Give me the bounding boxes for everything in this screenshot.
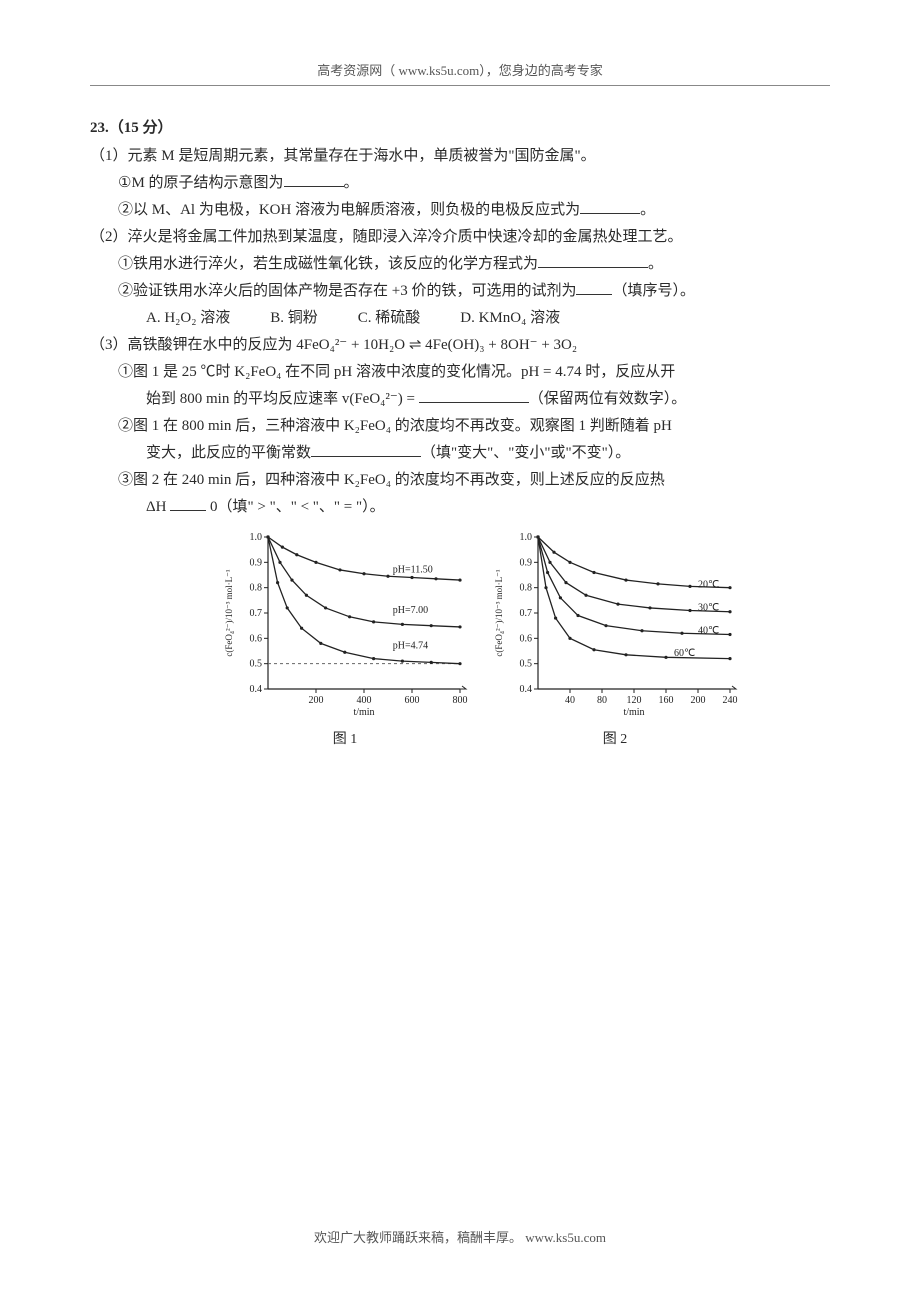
svg-text:0.8: 0.8 (250, 583, 263, 594)
svg-text:c(FeO₄²⁻)/10⁻³ mol·L⁻¹: c(FeO₄²⁻)/10⁻³ mol·L⁻¹ (224, 569, 234, 657)
svg-text:80: 80 (597, 695, 607, 706)
blank (284, 172, 344, 187)
svg-text:0.6: 0.6 (250, 633, 263, 644)
svg-text:pH=11.50: pH=11.50 (393, 564, 433, 575)
svg-text:0.7: 0.7 (520, 608, 533, 619)
chart2-block: 0.4 0.5 0.6 0.7 0.8 0.9 1.0 40 80 120 160 200 240 t/m… (490, 529, 740, 748)
blank (311, 442, 421, 457)
option-a: A. H₂O₂ 溶液 (146, 305, 230, 332)
option-d: D. KMnO₄ 溶液 (460, 305, 560, 332)
part3-sub1-line2: 始到 800 min 的平均反应速率 v(FeO₄²⁻) = （保留两位有效数字… (146, 386, 830, 413)
svg-text:0.6: 0.6 (520, 633, 533, 644)
svg-text:120: 120 (627, 695, 642, 706)
part3-sub3-line1: ③图 2 在 240 min 后，四种溶液中 K₂FeO₄ 的浓度均不再改变，则… (146, 467, 830, 494)
svg-text:t/min: t/min (353, 707, 374, 718)
svg-text:20℃: 20℃ (698, 580, 719, 591)
part3-sub2-line1: ②图 1 在 800 min 后，三种溶液中 K₂FeO₄ 的浓度均不再改变。观… (146, 413, 830, 440)
part2-sub2-text: ②验证铁用水淬火后的固体产物是否存在 +3 价的铁，可选用的试剂为 (118, 283, 576, 299)
page-header: 高考资源网（ www.ks5u.com），您身边的高考专家 (90, 60, 830, 79)
blank (580, 199, 640, 214)
svg-text:200: 200 (691, 695, 706, 706)
blank (419, 388, 529, 403)
part2-sub1-text: ①铁用水进行淬火，若生成磁性氧化铁，该反应的化学方程式为 (118, 256, 538, 272)
svg-text:1.0: 1.0 (520, 532, 533, 543)
svg-text:600: 600 (405, 695, 420, 706)
part3-sub2-tail: （填"变大"、"变小"或"不变"）。 (421, 445, 630, 461)
part3-sub3-tail: 0（填" > "、" < "、" = "）。 (206, 499, 384, 515)
svg-text:0.4: 0.4 (250, 684, 263, 695)
chart1-caption: 图 1 (220, 728, 470, 748)
option-c: C. 稀硫酸 (358, 305, 421, 332)
header-rule (90, 85, 830, 86)
svg-text:1.0: 1.0 (250, 532, 263, 543)
part3-sub1-tail: （保留两位有效数字）。 (529, 391, 687, 407)
page-footer: 欢迎广大教师踊跃来稿，稿酬丰厚。 www.ks5u.com (0, 1227, 920, 1246)
part3-sub2-line2: 变大，此反应的平衡常数 （填"变大"、"变小"或"不变"）。 (146, 440, 830, 467)
svg-text:0.9: 0.9 (250, 557, 263, 568)
svg-text:0.9: 0.9 (520, 557, 533, 568)
svg-text:pH=7.00: pH=7.00 (393, 605, 428, 616)
svg-text:0.8: 0.8 (520, 583, 533, 594)
chart2-svg: 0.4 0.5 0.6 0.7 0.8 0.9 1.0 40 80 120 160 200 240 t/m… (490, 529, 740, 719)
part3: （3）高铁酸钾在水中的反应为 4FeO₄²⁻ + 10H₂O ⇌ 4Fe(OH)… (118, 332, 830, 359)
part3-sub3-text: ΔH (146, 499, 170, 515)
svg-text:40: 40 (565, 695, 575, 706)
blank (170, 496, 206, 511)
chart1-block: 0.4 0.5 0.6 0.7 0.8 0.9 1.0 200 400 600 800 t/min c(… (220, 529, 470, 748)
part3-sub1-line1: ①图 1 是 25 ℃时 K₂FeO₄ 在不同 pH 溶液中浓度的变化情况。pH… (146, 359, 830, 386)
blank (576, 280, 612, 295)
part3-sub3-line2: ΔH 0（填" > "、" < "、" = "）。 (146, 494, 830, 521)
chart1-svg: 0.4 0.5 0.6 0.7 0.8 0.9 1.0 200 400 600 800 t/min c(… (220, 529, 470, 719)
part1-sub2: ②以 M、Al 为电极，KOH 溶液为电解质溶液，则负极的电极反应式为。 (146, 197, 830, 224)
svg-text:40℃: 40℃ (698, 625, 719, 636)
svg-text:c(FeO₄²⁻)/10⁻³ mol·L⁻¹: c(FeO₄²⁻)/10⁻³ mol·L⁻¹ (494, 569, 504, 657)
svg-text:t/min: t/min (623, 707, 644, 718)
part1-sub1-text: ①M 的原子结构示意图为 (118, 175, 284, 191)
blank (538, 253, 648, 268)
part3-sub1-text: 始到 800 min 的平均反应速率 v(FeO₄²⁻) = (146, 391, 419, 407)
svg-text:160: 160 (659, 695, 674, 706)
svg-text:200: 200 (309, 695, 324, 706)
part1-sub1: ①M 的原子结构示意图为。 (146, 170, 830, 197)
svg-text:240: 240 (723, 695, 738, 706)
svg-text:pH=4.74: pH=4.74 (393, 640, 428, 651)
svg-text:0.7: 0.7 (250, 608, 263, 619)
part1: （1）元素 M 是短周期元素，其常量存在于海水中，单质被誉为"国防金属"。 (118, 143, 830, 170)
svg-text:400: 400 (357, 695, 372, 706)
charts-row: 0.4 0.5 0.6 0.7 0.8 0.9 1.0 200 400 600 800 t/min c(… (130, 529, 830, 748)
part2-sub1: ①铁用水进行淬火，若生成磁性氧化铁，该反应的化学方程式为。 (146, 251, 830, 278)
page-content: 高考资源网（ www.ks5u.com），您身边的高考专家 23.（15 分） … (0, 0, 920, 788)
option-b: B. 铜粉 (270, 305, 318, 332)
svg-text:60℃: 60℃ (674, 648, 695, 659)
svg-text:800: 800 (453, 695, 468, 706)
svg-text:0.5: 0.5 (250, 659, 263, 670)
part2-sub2: ②验证铁用水淬火后的固体产物是否存在 +3 价的铁，可选用的试剂为（填序号）。 (146, 278, 830, 305)
svg-text:0.5: 0.5 (520, 659, 533, 670)
question-number: 23.（15 分） (90, 116, 830, 137)
svg-text:30℃: 30℃ (698, 602, 719, 613)
chart2-caption: 图 2 (490, 728, 740, 748)
part2-sub2-tail: （填序号）。 (612, 283, 695, 299)
part3-sub2-text: 变大，此反应的平衡常数 (146, 445, 311, 461)
svg-text:0.4: 0.4 (520, 684, 533, 695)
options-row: A. H₂O₂ 溶液 B. 铜粉 C. 稀硫酸 D. KMnO₄ 溶液 (146, 305, 830, 332)
part1-sub2-text: ②以 M、Al 为电极，KOH 溶液为电解质溶液，则负极的电极反应式为 (118, 202, 580, 218)
part2: （2）淬火是将金属工件加热到某温度，随即浸入淬冷介质中快速冷却的金属热处理工艺。 (118, 224, 830, 251)
